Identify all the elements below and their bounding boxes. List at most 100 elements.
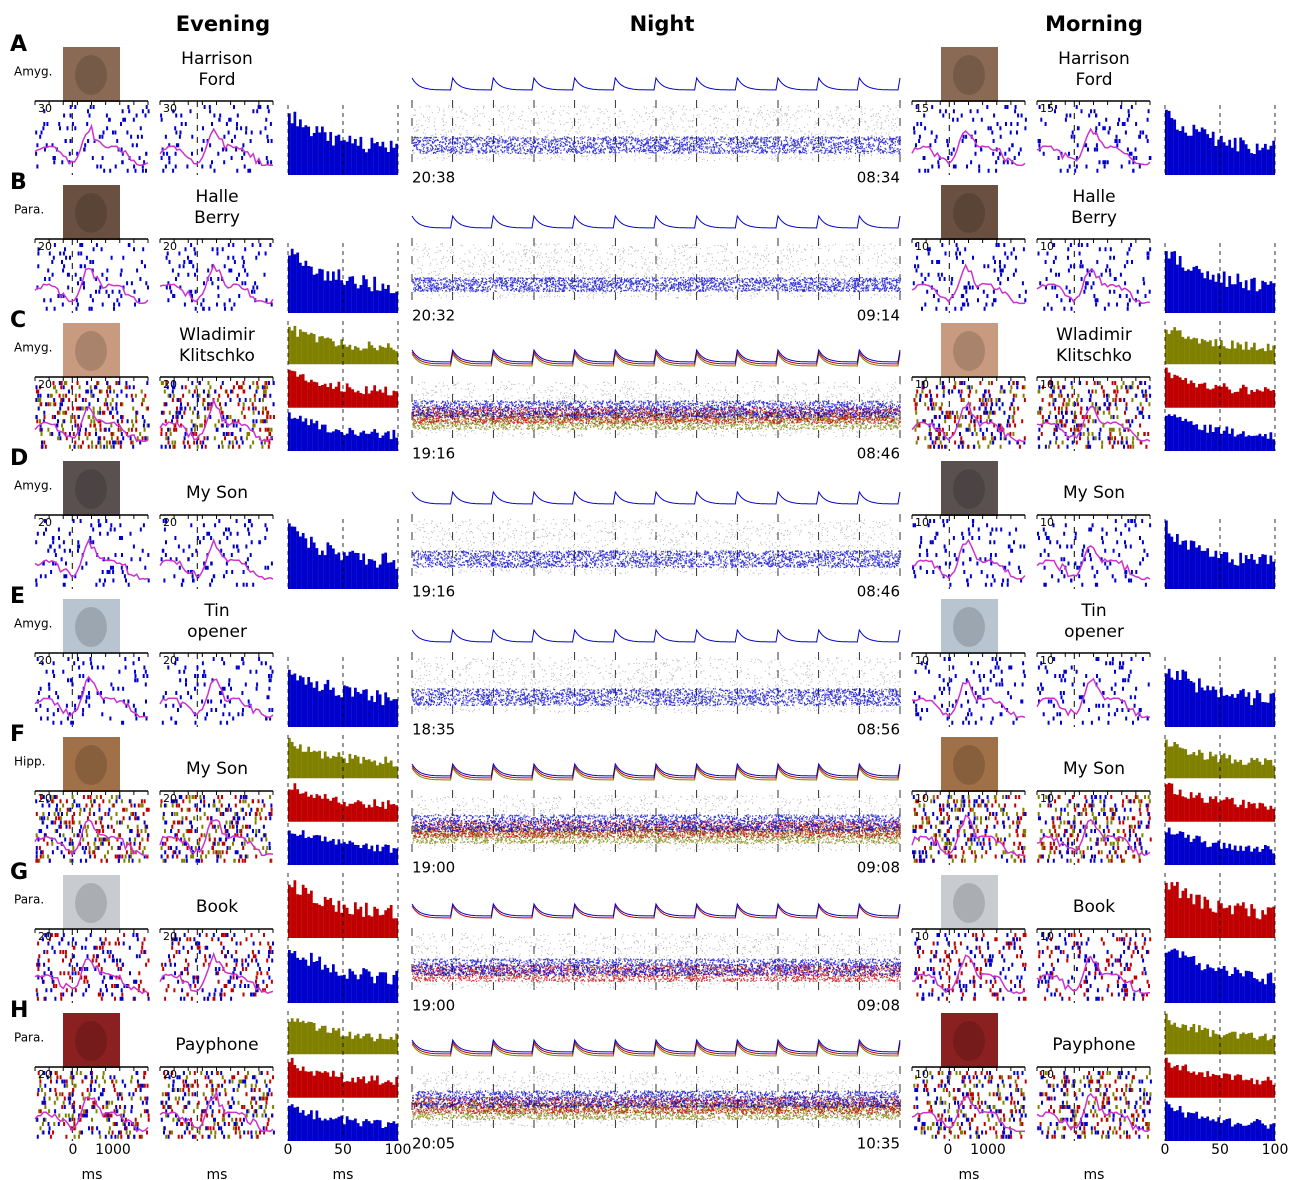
night-start: 19:00 [412, 997, 455, 1015]
night-start: 19:16 [412, 583, 455, 601]
night-start: 20:38 [412, 169, 455, 187]
raster-spikes [36, 933, 150, 1001]
ttl-trace [412, 78, 900, 90]
raster-spikes [35, 519, 150, 587]
y-max-label: 20 [38, 930, 52, 943]
stimulus-name: Wladimir [1056, 325, 1132, 345]
axis-unit: ms [959, 1167, 980, 1180]
stimulus-name: Klitschko [179, 346, 255, 366]
axis-tick-label: 1000 [970, 1142, 1006, 1158]
y-max-label: 30 [38, 102, 52, 115]
y-max-label: 20 [38, 792, 52, 805]
stimulus-image-detail [75, 1021, 107, 1061]
stimulus-name: Payphone [175, 1035, 258, 1055]
raster-spikes [1037, 933, 1148, 1001]
stimulus-name: Klitschko [1056, 346, 1132, 366]
panel-letter: F [10, 722, 25, 747]
stimulus-image-detail [953, 55, 985, 95]
stimulus-image-detail [75, 55, 107, 95]
column-header: Morning [1045, 12, 1143, 36]
stimulus-name: opener [187, 622, 247, 642]
y-max-label: 30 [163, 102, 177, 115]
stimulus-name: Halle [195, 187, 238, 207]
raster-spikes [160, 381, 275, 449]
stimulus-name: Berry [194, 208, 240, 228]
y-max-label: 10 [915, 654, 929, 667]
stimulus-name: Tin [1080, 601, 1106, 621]
stimulus-name: My Son [186, 759, 248, 779]
stimulus-name: Book [1073, 897, 1115, 917]
ttl-trace [412, 630, 900, 642]
firing-curve [1037, 546, 1150, 580]
raster-spikes [1037, 657, 1150, 725]
y-max-label: 20 [163, 654, 177, 667]
panel-letter: G [10, 860, 28, 885]
raster-spikes [35, 105, 150, 173]
stimulus-image-detail [953, 745, 985, 785]
histogram-bars [288, 523, 398, 589]
axis-tick-label: 100 [1262, 1142, 1289, 1158]
y-max-label: 20 [163, 1068, 177, 1081]
y-max-label: 10 [1040, 516, 1054, 529]
firing-curve [1037, 407, 1150, 442]
raster-spikes [912, 519, 1025, 587]
y-max-label: 15 [1040, 102, 1054, 115]
raster-spikes [913, 657, 1026, 725]
stimulus-image-detail [75, 883, 107, 923]
y-max-label: 10 [915, 792, 929, 805]
region-label: Para. [14, 1031, 44, 1045]
stimulus-image-detail [953, 331, 985, 371]
firing-curve [912, 681, 1025, 717]
y-max-label: 20 [38, 654, 52, 667]
stimulus-image-detail [75, 745, 107, 785]
y-max-label: 20 [38, 240, 52, 253]
y-max-label: 20 [38, 378, 52, 391]
firing-curve [1037, 679, 1150, 718]
firing-curve [1037, 957, 1150, 994]
firing-curve [35, 677, 148, 717]
region-label: Amyg. [14, 617, 52, 631]
night-end: 10:35 [857, 1135, 900, 1153]
panel-letter: B [10, 170, 27, 195]
spike-scatter [412, 550, 901, 568]
panel-letter: D [10, 446, 28, 471]
y-max-label: 20 [38, 1068, 52, 1081]
y-max-label: 10 [1040, 792, 1054, 805]
y-max-label: 10 [915, 930, 929, 943]
stimulus-name: Halle [1072, 187, 1115, 207]
night-end: 09:08 [857, 859, 900, 877]
raster-spikes [36, 243, 149, 311]
night-start: 20:05 [412, 1135, 455, 1153]
region-label: Amyg. [14, 479, 52, 493]
axis-tick-label: 50 [1211, 1142, 1229, 1158]
stimulus-name: Tin [203, 601, 229, 621]
stimulus-name: Harrison [181, 49, 253, 69]
raster-spikes [35, 657, 148, 725]
raster-spikes [1037, 519, 1151, 587]
axis-tick-label: 1000 [95, 1142, 131, 1158]
region-label: Para. [14, 893, 44, 907]
raster-spikes [161, 795, 273, 863]
column-header: Evening [176, 12, 270, 36]
stimulus-image-detail [75, 607, 107, 647]
raster-spikes [161, 519, 273, 587]
y-max-label: 10 [1040, 1068, 1054, 1081]
stimulus-image-detail [75, 331, 107, 371]
panel-letter: H [10, 998, 28, 1023]
y-max-label: 20 [163, 792, 177, 805]
stimulus-name: Wladimir [179, 325, 255, 345]
stimulus-image-detail [75, 193, 107, 233]
stimulus-name: Ford [1075, 70, 1112, 90]
y-max-label: 10 [915, 378, 929, 391]
region-label: Hipp. [14, 755, 45, 769]
stimulus-image-detail [953, 883, 985, 923]
y-max-label: 10 [915, 240, 929, 253]
raster-spikes [35, 381, 149, 449]
y-max-label: 20 [163, 240, 177, 253]
y-max-label: 20 [38, 516, 52, 529]
y-max-label: 15 [915, 102, 929, 115]
spike-scatter [412, 136, 901, 154]
raster-spikes [161, 381, 275, 449]
raster-spikes [161, 1071, 275, 1139]
night-start: 18:35 [412, 721, 455, 739]
